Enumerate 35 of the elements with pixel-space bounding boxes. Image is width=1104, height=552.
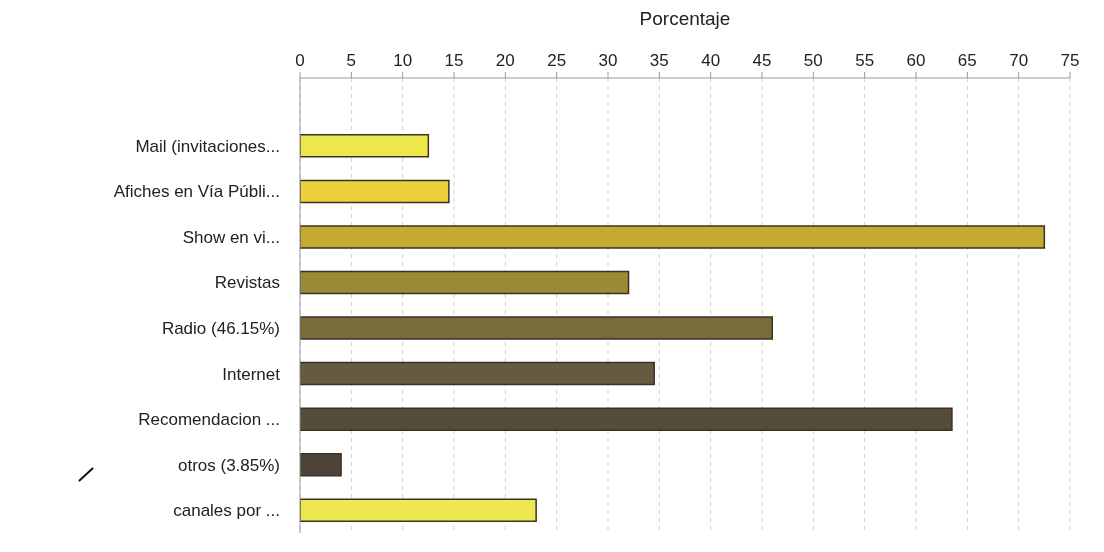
y-tick-label: canales por ... xyxy=(173,501,280,521)
bar xyxy=(300,452,342,477)
y-tick-label: Revistas xyxy=(214,273,280,293)
bar xyxy=(300,225,1046,249)
x-tick-label: 60 xyxy=(906,51,926,70)
x-tick-label: 10 xyxy=(393,51,413,70)
x-tick-label: 5 xyxy=(346,51,357,70)
x-tick-label: 55 xyxy=(855,51,875,70)
bar xyxy=(300,361,655,386)
bar xyxy=(300,407,953,431)
y-tick-label: Show en vi... xyxy=(182,227,280,247)
x-tick-label: 75 xyxy=(1060,51,1080,70)
bar xyxy=(300,134,430,158)
bar xyxy=(300,498,537,523)
x-tick-label: 50 xyxy=(803,51,823,70)
y-tick-label: Mail (invitaciones... xyxy=(135,136,280,156)
x-axis-title: Porcentaje xyxy=(639,8,731,30)
y-tick-label: Afiches en Vía Públi... xyxy=(113,182,280,202)
y-tick-label: otros (3.85%) xyxy=(177,455,280,475)
x-tick-label: 65 xyxy=(957,51,977,70)
x-tick-label: 70 xyxy=(1009,51,1029,70)
x-tick-label: 30 xyxy=(598,51,618,70)
bar xyxy=(300,316,774,340)
y-tick-label: Internet xyxy=(222,364,281,384)
y-tick-label: Recomendacion ... xyxy=(138,410,280,430)
x-tick-label: 25 xyxy=(547,51,567,70)
x-tick-label: 40 xyxy=(701,51,721,70)
bar xyxy=(300,270,630,295)
x-tick-label: 35 xyxy=(649,51,669,70)
x-tick-label: 20 xyxy=(495,51,515,70)
x-tick-label: 45 xyxy=(752,51,772,70)
bar xyxy=(300,179,450,204)
x-tick-label: 0 xyxy=(295,51,305,70)
y-tick-label: Radio (46.15%) xyxy=(161,319,280,339)
x-tick-label: 15 xyxy=(444,51,464,70)
